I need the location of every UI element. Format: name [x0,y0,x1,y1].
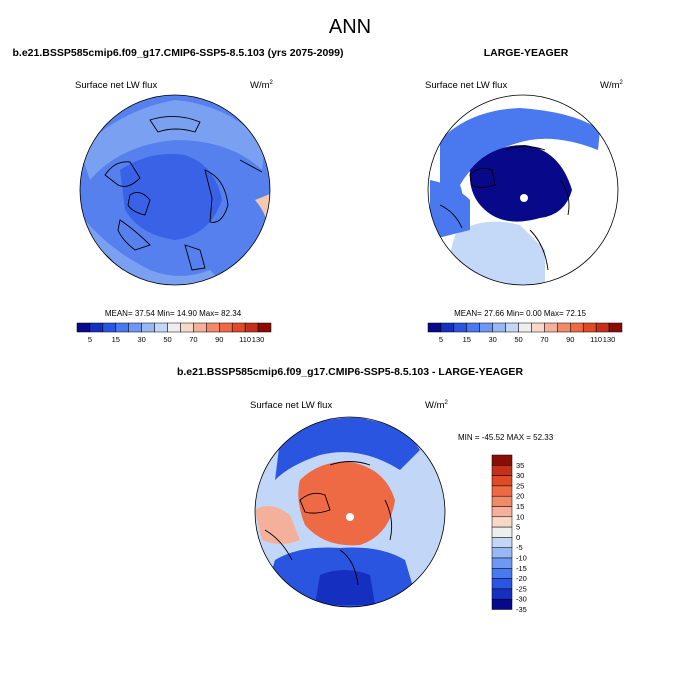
panel1-colorbar-swatch [154,322,168,333]
panel3-colorbar-tick-label: -15 [516,564,527,573]
panel1-colorbar-swatch [141,322,155,333]
panel1-colorbar-tick-label: 50 [163,335,171,344]
panel1-colorbar-swatch [115,322,129,333]
panel3-colorbar-swatch [491,516,513,528]
panel2-colorbar-swatch [557,322,571,333]
panel3-colorbar-tick-label: 0 [516,533,520,542]
panel1-colorbar-swatch [76,322,91,333]
panel3-colorbar-swatch [491,588,513,600]
panel3-colorbar-tick-label: 30 [516,471,524,480]
panel2-colorbar-swatch [427,322,442,333]
panel2-colorbar-swatch [544,322,558,333]
panel3-colorbar-swatch [491,495,513,507]
panel1-title: b.e21.BSSP585cmip6.f09_g17.CMIP6-SSP5-8.… [13,47,344,59]
panel1-colorbar-swatch [102,322,117,333]
panel1-colorbar-tick-label: 110 [239,335,251,344]
panel3-colorbar-swatch [491,465,513,476]
panel2-colorbar-tick-label: 90 [566,335,574,344]
panel3-colorbar-tick-label: -5 [516,543,523,552]
panel1-colorbar-swatch [231,322,246,333]
panel1-map [80,95,270,285]
panel3-colorbar-swatch [491,578,513,590]
panel1-colorbar-swatch [167,322,181,333]
panel3-colorbar-swatch [491,568,513,579]
panel3-colorbar-swatch [491,506,513,518]
panel2-map-border [427,94,619,286]
panel1-colorbar-tick-label: 70 [189,335,197,344]
panel2-colorbar-tick-label: 70 [540,335,548,344]
panel2-colorbar-tick-label: 30 [488,335,496,344]
panel1-colorbar-tick-label: 5 [88,335,92,344]
panel3-colorbar-tick-label: 10 [516,512,524,521]
panel2-colorbar-tick-label: 50 [514,335,522,344]
panel2-colorbar: 5 15 30 50 70 90 110 130 [427,322,623,344]
panel2-colorbar-tick-label: 5 [439,335,443,344]
panel2-colorbar-swatch [479,322,493,333]
panel2-colorbar-tick-label: 110 [590,335,602,344]
panel3-colorbar-swatch [491,526,513,538]
panel3-colorbar-tick-label: 35 [516,461,524,470]
panel2-colorbar-tick-label: 130 [603,335,616,344]
panel1-colorbar-tick-label: 15 [112,335,120,344]
panel1-field-label: Surface net LW flux [75,80,157,91]
panel3-colorbar-tick-label: -10 [516,554,527,563]
panel3-colorbar-tick-label: -30 [516,595,527,604]
panel2-field-label: Surface net LW flux [425,80,507,91]
panel2-colorbar-tick-label: 15 [463,335,471,344]
panel3-units: W/m2 [425,400,449,411]
panel2-colorbar-swatch [505,322,519,333]
panel1-colorbar-swatch [206,322,220,333]
panel3-colorbar-tick-label: -20 [516,574,527,583]
panel3-map [255,417,445,607]
panel3-map-border [254,416,446,608]
panel2-colorbar-swatch [518,322,532,333]
panel3-colorbar-tick-label: -35 [516,605,527,614]
panel2-colorbar-swatch [492,322,506,333]
panel1-units: W/m2 [250,80,274,91]
panel3-colorbar-tick-label: 20 [516,492,524,501]
panel1-colorbar-swatch [257,322,272,333]
panel3-colorbar-swatch [491,485,513,497]
panel1-colorbar-tick-label: 30 [137,335,145,344]
panel3-colorbar-swatch [491,547,513,559]
panel2-colorbar-swatch [453,322,468,333]
panel3-colorbar-swatch [491,598,513,610]
panel1-colorbar-swatch [219,322,233,333]
panel1-colorbar-swatch [193,322,207,333]
panel3-field-label: Surface net LW flux [250,400,332,411]
panel3-colorbar-tick-label: 25 [516,481,524,490]
panel2-colorbar-swatch [582,322,597,333]
panel1-colorbar-swatch [180,322,194,333]
panel2-colorbar-swatch [531,322,545,333]
panel3-colorbar-swatch [491,475,513,487]
panel1-colorbar-swatch [128,322,142,333]
panel3-title: b.e21.BSSP585cmip6.f09_g17.CMIP6-SSP5-8.… [177,366,523,378]
panel3-stats: MIN = -45.52 MAX = 52.33 [458,433,554,442]
panel1-colorbar-tick-label: 130 [252,335,265,344]
panel2-map [428,95,618,285]
panel2-colorbar-swatch [440,322,455,333]
panel1-colorbar-tick-label: 90 [215,335,223,344]
panel2-stats: MEAN= 27.66 Min= 0.00 Max= 72.15 [454,309,586,318]
panel1-colorbar-swatch [89,322,104,333]
panel3-colorbar-tick-label: 5 [516,523,520,532]
panel3-colorbar-tick-label: -25 [516,584,527,593]
panel3-colorbar-swatch [491,537,513,548]
page-title: ANN [329,16,371,38]
panel2-colorbar-swatch [570,322,584,333]
panel1-map-border [79,94,271,286]
panel1-colorbar: 5 15 30 50 70 90 110 130 [76,322,272,344]
panel2-colorbar-swatch [466,322,480,333]
panel2-title: LARGE-YEAGER [484,47,569,59]
panel2-units: W/m2 [600,80,624,91]
panel3-colorbar-swatch [491,557,513,569]
panel1-colorbar-swatch [244,322,259,333]
panel2-colorbar-swatch [595,322,610,333]
panel2-colorbar-swatch [608,322,623,333]
panel3-colorbar-swatch [491,454,513,466]
panel3-colorbar-tick-label: 15 [516,502,524,511]
panel1-stats: MEAN= 37.54 Min= 14.90 Max= 82.34 [105,309,242,318]
